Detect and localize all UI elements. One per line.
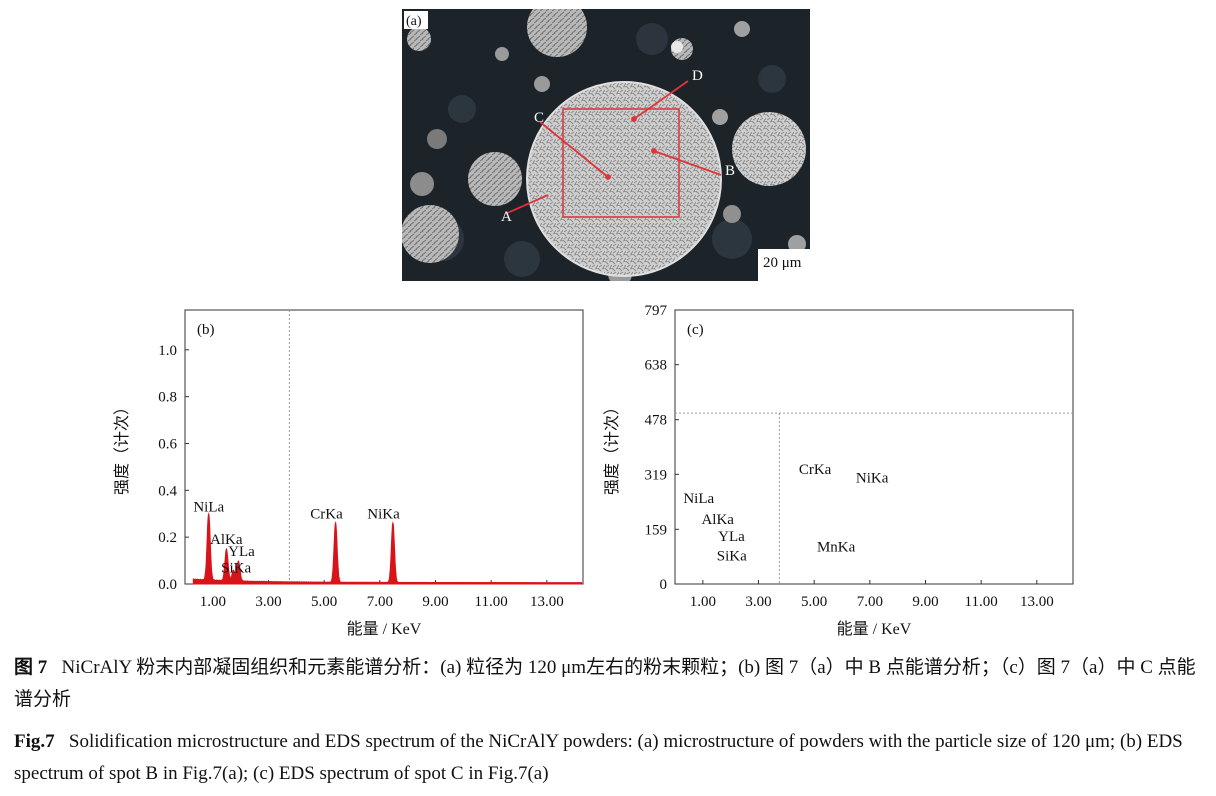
y-axis-label: 强度（计次） [603, 399, 621, 495]
eds-chart-b: (b) 1.00 3.00 5.00 7.00 9.00 11.00 13.00 0.0 0.2 0… [105, 300, 605, 645]
y-axis-label: 强度（计次） [113, 399, 131, 495]
y-tick-label: 0.8 [158, 390, 177, 406]
x-tick-label: 5.00 [801, 594, 827, 610]
peak-label-yla: YLa [718, 529, 745, 545]
y-tick-label: 1.0 [158, 343, 177, 359]
peak-label-nila: NiLa [193, 499, 224, 515]
peak-label-yla: YLa [228, 544, 255, 560]
y-tick-label: 0.2 [158, 530, 177, 546]
micrograph-image: A B C D (a) 20 μm [402, 9, 810, 281]
x-tick-label: 11.00 [965, 594, 998, 610]
peak-label-alka: AlKa [701, 512, 734, 528]
caption-english: Fig.7 Solidification microstructure and … [14, 726, 1204, 790]
peak-label-sika: SiKa [221, 560, 251, 576]
y-tick-label: 638 [645, 358, 668, 374]
caption-en-fig: Fig.7 [14, 731, 55, 752]
plot-frame [184, 309, 584, 585]
x-tick-label: 7.00 [367, 594, 393, 610]
peak-label-sika: SiKa [717, 549, 747, 565]
y-tick-label: 0 [660, 577, 668, 593]
point-label-c: C [534, 110, 544, 126]
x-tick-label: 3.00 [255, 594, 281, 610]
micrograph-panel: A B C D (a) 20 μm [402, 9, 810, 281]
y-tick-label: 478 [645, 413, 668, 429]
x-tick-label: 13.00 [1020, 594, 1054, 610]
peak-label-nika: NiKa [367, 506, 400, 522]
point-label-b: B [725, 163, 735, 179]
x-tick-label: 7.00 [857, 594, 883, 610]
caption-cn-fig: 图 7 [14, 657, 48, 678]
x-axis-label: 能量 / KeV [837, 620, 912, 638]
x-tick-label: 9.00 [912, 594, 938, 610]
point-label-a: A [501, 209, 512, 225]
caption-cn-text: NiCrAlY 粉末内部凝固组织和元素能谱分析：(a) 粒径为 120 μm左右… [14, 657, 1196, 710]
peak-label-mnka: MnKa [817, 539, 856, 555]
eds-chart-c: (c) 1.00 3.00 5.00 7.00 9.00 11.00 13.00 0 159 319… [595, 300, 1095, 645]
panel-label: (c) [687, 322, 704, 338]
scale-bar-label: 20 μm [763, 255, 802, 271]
point-label-d: D [692, 68, 703, 84]
peak-label-crka: CrKa [310, 506, 343, 522]
x-tick-label: 1.00 [690, 594, 716, 610]
x-tick-label: 3.00 [745, 594, 771, 610]
y-tick-label: 159 [645, 522, 668, 538]
panel-label: (b) [197, 322, 215, 338]
x-tick-label: 13.00 [530, 594, 564, 610]
eds-chart-c-svg: (c) 1.00 3.00 5.00 7.00 9.00 11.00 13.00 0 159 319… [603, 303, 1074, 638]
y-tick-label: 0.0 [158, 577, 177, 593]
x-tick-label: 5.00 [311, 594, 337, 610]
peak-label-nika: NiKa [856, 471, 889, 487]
y-tick-label: 0.4 [158, 483, 177, 499]
x-tick-label: 1.00 [200, 594, 226, 610]
y-tick-label: 797 [645, 303, 668, 319]
plot-frame [674, 309, 1074, 585]
caption-en-text: Solidification microstructure and EDS sp… [14, 731, 1183, 784]
peak-label-nila: NiLa [683, 491, 714, 507]
spectrum-series [192, 512, 583, 585]
caption-chinese: 图 7 NiCrAlY 粉末内部凝固组织和元素能谱分析：(a) 粒径为 120 … [14, 652, 1204, 716]
peak-label-alka: AlKa [210, 532, 243, 548]
eds-chart-b-svg: (b) 1.00 3.00 5.00 7.00 9.00 11.00 13.00 0.0 0.2 0… [113, 309, 584, 638]
micrograph-panel-label: (a) [406, 14, 422, 29]
y-tick-label: 0.6 [158, 436, 177, 452]
y-tick-label: 319 [645, 467, 668, 483]
x-tick-label: 9.00 [422, 594, 448, 610]
peak-label-crka: CrKa [799, 462, 832, 478]
x-axis-label: 能量 / KeV [347, 620, 422, 638]
x-tick-label: 11.00 [475, 594, 508, 610]
